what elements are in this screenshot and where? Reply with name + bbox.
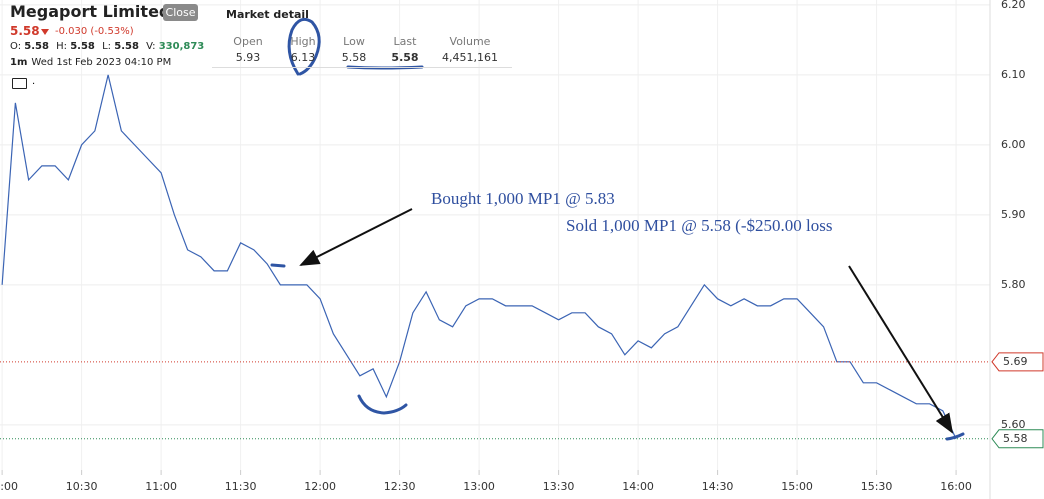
interval-line: 1m Wed 1st Feb 2023 04:10 PM	[10, 57, 171, 68]
x-tick-label: 12:00	[304, 480, 336, 493]
down-arrow	[41, 29, 49, 35]
ohlc-value: 5.58	[114, 41, 139, 52]
price-line	[1, 74, 957, 440]
x-tick-label: 13:00	[463, 480, 495, 493]
y-tick-label: 6.10	[1001, 68, 1026, 81]
hand-mark	[357, 394, 408, 415]
reference-label-box	[991, 429, 1044, 449]
market-detail-value: 6.13	[290, 51, 316, 64]
x-tick-label: 15:30	[861, 480, 893, 493]
market-detail-header: Last	[393, 35, 417, 48]
ohlc-key: H:	[56, 41, 68, 52]
datetime: Wed 1st Feb 2023 04:10 PM	[31, 57, 172, 68]
volume-value: 330,873	[158, 41, 205, 52]
folder-icon[interactable]	[12, 78, 27, 89]
market-detail-value: 5.58	[341, 51, 367, 64]
market-detail-value: 4,451,161	[442, 51, 498, 64]
reference-label-box	[991, 352, 1044, 372]
x-tick-label: 16:00	[940, 480, 972, 493]
x-tick-label: 10:30	[66, 480, 98, 493]
market-detail-value: 5.93	[235, 51, 261, 64]
x-tick-label: 15:00	[781, 480, 813, 493]
hand-mark	[270, 263, 286, 268]
ohlc-value: 5.58	[70, 41, 95, 52]
arrow	[848, 265, 954, 434]
y-tick-label: 5.90	[1001, 208, 1026, 221]
x-tick-label: 12:30	[384, 480, 416, 493]
market-detail: Market detail Open 5.93 High 6.13 Low 5.58 Las…	[212, 0, 512, 68]
ohlc-value: 5.58	[24, 41, 49, 52]
ohlc-key: L:	[102, 41, 112, 52]
close-button[interactable]: Close	[163, 4, 198, 21]
market-detail-title: Market detail	[226, 8, 309, 21]
price-change: -0.030 (-0.53%)	[55, 26, 134, 37]
ohlc-key: V:	[146, 41, 156, 52]
x-tick-label: 13:30	[543, 480, 575, 493]
x-tick-label: 10:00	[0, 480, 18, 493]
market-detail-header: Volume	[449, 35, 491, 48]
reference-label: 5.58	[1003, 432, 1028, 445]
x-tick-label: 11:00	[145, 480, 177, 493]
annotation: Bought 1,000 MP1 @ 5.83	[431, 189, 615, 208]
interval[interactable]: 1m	[10, 57, 28, 68]
stock-title: Megaport Limited	[10, 2, 171, 21]
arrow	[299, 208, 413, 266]
y-tick-label: 6.00	[1001, 138, 1026, 151]
market-detail-header: Open	[233, 35, 263, 48]
last-price: 5.58	[10, 24, 40, 38]
market-detail-header: Low	[343, 35, 365, 48]
y-tick-label: 5.60	[1001, 418, 1026, 431]
folder-text: .	[32, 76, 36, 87]
market-detail-header: High	[290, 35, 316, 48]
hand-mark	[945, 432, 965, 441]
ohlcv: O: 5.58 H: 5.58 L: 5.58 V: 330,873	[10, 41, 208, 52]
hand-mark	[287, 17, 321, 76]
annotation: Sold 1,000 MP1 @ 5.58 (-$250.00 loss	[566, 216, 833, 235]
y-tick-label: 6.20	[1001, 0, 1026, 11]
reference-label: 5.69	[1003, 355, 1028, 368]
x-tick-label: 14:00	[622, 480, 654, 493]
x-tick-label: 14:30	[702, 480, 734, 493]
y-tick-label: 5.80	[1001, 278, 1026, 291]
x-tick-label: 11:30	[225, 480, 257, 493]
ohlc-key: O:	[10, 41, 22, 52]
market-detail-value: 5.58	[391, 51, 419, 64]
